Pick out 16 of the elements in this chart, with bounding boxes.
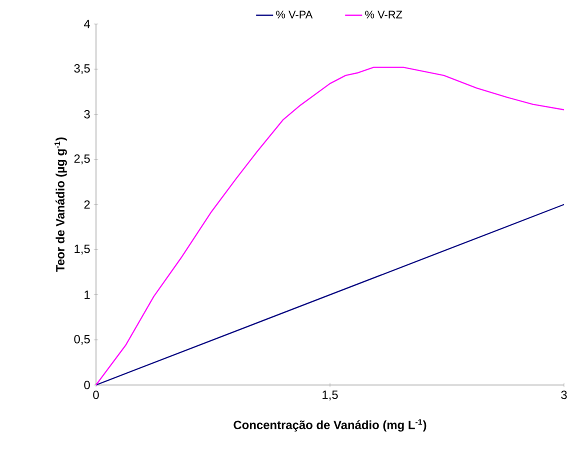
x-axis-title: Concentração de Vanádio (mg L$^{-1}$) [234,419,426,432]
y-axis-title: Teor de Vanádio (µg g$^{-1}$) [54,138,67,272]
y-tick-label: 3,5 [74,64,90,74]
y-tick-label: 1,5 [74,244,90,254]
x-tick-label: 0 [93,390,99,400]
x-tick-label: 3 [561,390,567,400]
x-tick-label: 1,5 [322,390,338,400]
legend-label: % V-PA [276,10,313,18]
y-tick-label: 4 [84,20,90,28]
y-tick-label: 0,5 [74,334,90,345]
y-tick-label: 3 [84,110,90,118]
y-tick-label: 1 [84,290,90,299]
y-tick-label: 2,5 [74,154,90,164]
legend-label: % V-RZ [365,10,402,18]
y-tick-label: 0 [84,380,90,390]
y-tick-label: 2 [84,200,90,209]
